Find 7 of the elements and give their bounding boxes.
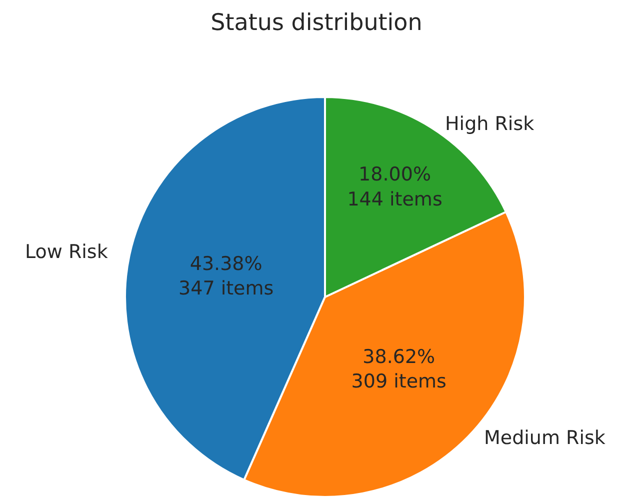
slice-label: High Risk: [445, 113, 534, 135]
slice-label: Low Risk: [25, 241, 108, 263]
data-label: 18.00% 144 items: [347, 164, 442, 210]
data-label: 43.38% 347 items: [178, 252, 274, 300]
chart-title: Status distribution: [210, 10, 422, 36]
slice-label: Medium Risk: [484, 427, 606, 449]
data-label: 38.62% 309 items: [351, 346, 446, 392]
